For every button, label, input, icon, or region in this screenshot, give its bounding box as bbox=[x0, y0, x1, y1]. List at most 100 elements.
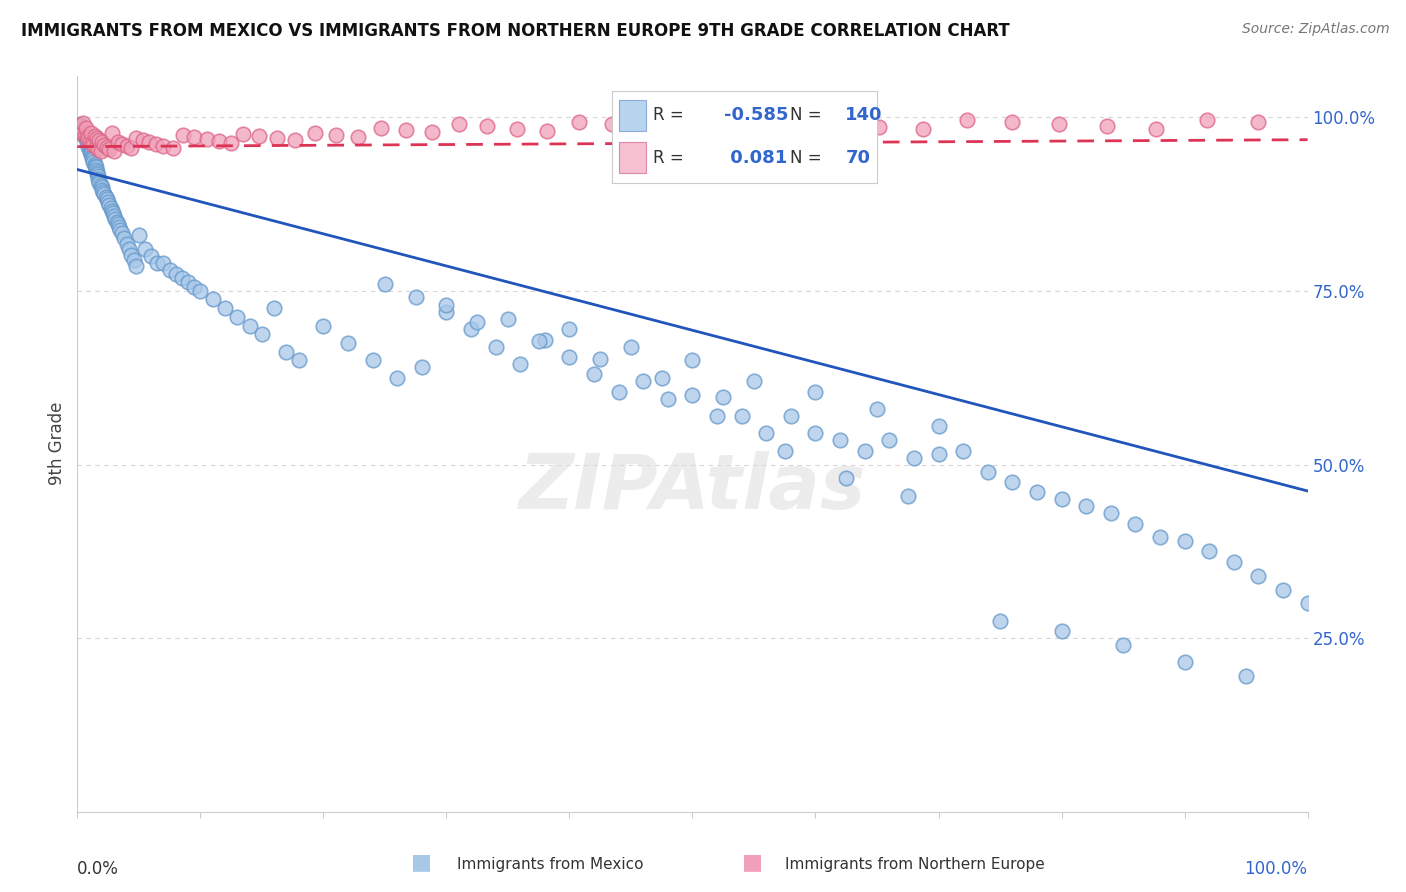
Point bbox=[72, 116, 94, 130]
Text: Immigrants from Mexico: Immigrants from Mexico bbox=[457, 857, 644, 872]
Point bbox=[83, 157, 105, 171]
Point bbox=[101, 203, 124, 218]
Point bbox=[69, 117, 91, 131]
Point bbox=[747, 125, 769, 139]
Point bbox=[98, 198, 121, 212]
Point bbox=[304, 126, 326, 140]
Point bbox=[69, 119, 91, 133]
Point bbox=[90, 183, 114, 197]
Point bbox=[239, 318, 262, 333]
Point bbox=[866, 402, 889, 417]
Point bbox=[620, 340, 643, 354]
Point bbox=[170, 270, 193, 285]
Point bbox=[122, 253, 145, 268]
Point bbox=[70, 126, 93, 140]
Point bbox=[118, 243, 141, 257]
Point bbox=[87, 171, 110, 186]
Point bbox=[183, 280, 205, 294]
Point bbox=[121, 248, 143, 262]
Point bbox=[780, 409, 803, 423]
Point bbox=[682, 388, 704, 402]
Point bbox=[475, 120, 498, 134]
Point bbox=[928, 419, 950, 434]
Point bbox=[146, 256, 169, 270]
Point bbox=[1144, 121, 1167, 136]
Point bbox=[1174, 656, 1197, 670]
Point bbox=[583, 368, 606, 382]
Point bbox=[657, 392, 679, 406]
Point bbox=[77, 139, 100, 153]
Text: Source: ZipAtlas.com: Source: ZipAtlas.com bbox=[1241, 22, 1389, 37]
Point bbox=[370, 120, 392, 135]
Point bbox=[952, 443, 974, 458]
Point bbox=[1050, 492, 1073, 507]
Point bbox=[103, 209, 125, 223]
Point bbox=[165, 267, 187, 281]
Point bbox=[1234, 669, 1257, 683]
Point bbox=[73, 128, 96, 142]
Text: ■: ■ bbox=[742, 853, 762, 872]
Point bbox=[89, 176, 111, 190]
Text: 100.0%: 100.0% bbox=[1244, 860, 1308, 878]
Point bbox=[325, 128, 347, 142]
Point bbox=[395, 123, 418, 137]
Point bbox=[682, 353, 704, 368]
Point bbox=[82, 152, 104, 166]
Point bbox=[827, 118, 849, 132]
Point bbox=[405, 289, 427, 303]
Point bbox=[107, 135, 129, 149]
Point bbox=[110, 223, 132, 237]
Point bbox=[496, 311, 519, 326]
Point bbox=[201, 293, 224, 307]
Point bbox=[636, 119, 658, 133]
Point bbox=[250, 327, 273, 342]
Point bbox=[853, 443, 876, 458]
Point bbox=[134, 243, 156, 257]
Point bbox=[111, 136, 132, 151]
Point bbox=[232, 127, 254, 141]
Point bbox=[82, 155, 104, 169]
Point bbox=[534, 333, 557, 347]
Point bbox=[1198, 544, 1220, 558]
Point bbox=[226, 310, 249, 325]
Point bbox=[104, 211, 127, 226]
Point bbox=[91, 185, 114, 199]
Point bbox=[1125, 516, 1147, 531]
Point bbox=[830, 434, 852, 448]
Point bbox=[89, 174, 111, 188]
Point bbox=[125, 259, 148, 273]
Point bbox=[98, 142, 121, 156]
Text: IMMIGRANTS FROM MEXICO VS IMMIGRANTS FROM NORTHERN EUROPE 9TH GRADE CORRELATION : IMMIGRANTS FROM MEXICO VS IMMIGRANTS FRO… bbox=[21, 22, 1010, 40]
Point bbox=[589, 352, 612, 367]
Point bbox=[527, 334, 550, 348]
Point bbox=[1095, 120, 1118, 134]
Text: ■: ■ bbox=[412, 853, 432, 872]
Point bbox=[1223, 555, 1246, 569]
Point bbox=[86, 165, 108, 179]
Point bbox=[115, 236, 138, 251]
Point bbox=[77, 132, 100, 146]
Point bbox=[420, 125, 443, 139]
Point bbox=[87, 169, 110, 184]
Point bbox=[80, 146, 103, 161]
Point bbox=[108, 220, 131, 235]
Point bbox=[101, 206, 124, 220]
Point bbox=[121, 141, 143, 155]
Point bbox=[131, 133, 153, 147]
Point bbox=[1001, 475, 1024, 489]
Point bbox=[73, 126, 96, 140]
Point bbox=[956, 113, 979, 128]
Point bbox=[804, 426, 827, 441]
Point bbox=[928, 447, 950, 461]
Point bbox=[607, 384, 630, 399]
Point bbox=[804, 384, 827, 399]
Point bbox=[77, 137, 100, 152]
Point bbox=[96, 193, 118, 207]
Point bbox=[70, 124, 93, 138]
Point bbox=[447, 117, 470, 131]
Point bbox=[76, 133, 98, 147]
Point bbox=[80, 126, 103, 140]
Point bbox=[1099, 506, 1122, 520]
Point bbox=[86, 131, 108, 145]
Point bbox=[219, 136, 242, 150]
